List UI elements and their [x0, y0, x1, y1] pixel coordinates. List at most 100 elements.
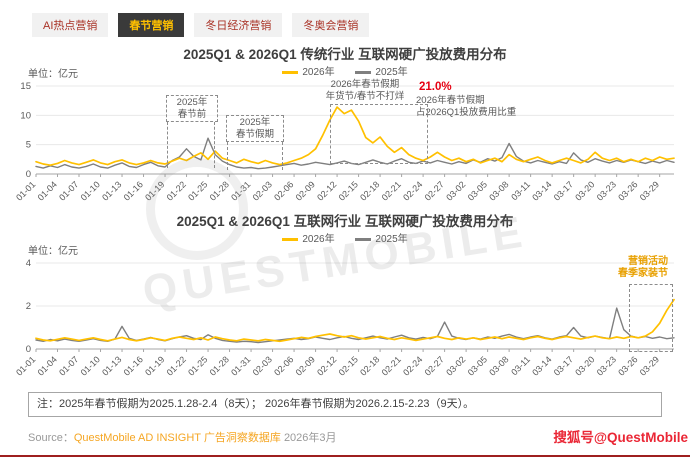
source-line: Source：QuestMobile AD INSIGHT 广告洞察数据库 20… [28, 429, 337, 445]
topic-tab-bar: AI热点营销 春节营销 冬日经济营销 冬奥会营销 [32, 13, 370, 37]
svg-text:01-19: 01-19 [143, 179, 166, 202]
svg-text:03-02: 03-02 [444, 179, 467, 202]
legend-swatch-2025 [355, 238, 372, 241]
annotation-line: 营销活动 [628, 256, 668, 267]
svg-text:02-09: 02-09 [294, 354, 317, 377]
svg-text:01-28: 01-28 [208, 179, 231, 202]
svg-text:03-20: 03-20 [573, 179, 596, 202]
svg-text:03-08: 03-08 [487, 354, 510, 377]
svg-text:03-05: 03-05 [466, 354, 489, 377]
svg-text:01-04: 01-04 [36, 179, 59, 202]
cny-ratio-caption: 2026年春节假期 占2026Q1投放费用比重 [416, 95, 532, 118]
svg-text:01-10: 01-10 [79, 179, 102, 202]
svg-text:02-03: 02-03 [251, 354, 274, 377]
svg-text:03-11: 03-11 [509, 354, 532, 377]
svg-text:02-15: 02-15 [337, 179, 360, 202]
svg-text:01-07: 01-07 [57, 179, 80, 202]
tab-ai-hotspot-marketing[interactable]: AI热点营销 [32, 13, 109, 37]
chart2-unit-label: 单位：亿元 [28, 246, 78, 257]
tab-spring-festival-marketing[interactable]: 春节营销 [118, 13, 185, 37]
svg-text:01-10: 01-10 [79, 354, 102, 377]
svg-text:03-20: 03-20 [573, 354, 596, 377]
chart2-legend: 2026年 2025年 [0, 230, 690, 245]
chart1-legend: 2026年 2025年 [0, 63, 690, 78]
annotation-guide-line [282, 142, 283, 170]
svg-text:10: 10 [20, 110, 31, 121]
svg-text:03-08: 03-08 [487, 179, 510, 202]
annotation-2026-cny-holiday: 2026年春节假期 年货节/春节不打烊 [305, 79, 425, 102]
legend-item-2025: 2025年 [355, 67, 408, 78]
svg-text:4: 4 [26, 258, 31, 269]
legend-label-2025: 2025年 [375, 67, 408, 78]
svg-text:03-29: 03-29 [638, 179, 661, 202]
annotation-line: 2026年春节假期 [416, 95, 485, 106]
svg-text:01-22: 01-22 [165, 179, 188, 202]
svg-text:15: 15 [20, 81, 31, 92]
annotation-line: 2025年 [176, 97, 208, 108]
annotation-peak-box [330, 104, 428, 164]
svg-text:03-17: 03-17 [552, 354, 575, 377]
internet-industry-line-chart: 02401-0101-0401-0701-1001-1301-1601-1901… [14, 258, 675, 378]
svg-text:01-31: 01-31 [229, 354, 252, 377]
svg-text:03-05: 03-05 [466, 179, 489, 202]
svg-text:03-02: 03-02 [444, 354, 467, 377]
svg-text:02-24: 02-24 [401, 354, 424, 377]
svg-text:01-25: 01-25 [186, 179, 209, 202]
traditional-industry-line-chart: 0 5 10 15 01-0101-0401-0701-1001-1301-1601-1… [14, 81, 675, 203]
svg-text:01-04: 01-04 [36, 354, 59, 377]
svg-text:01-19: 01-19 [143, 354, 166, 377]
svg-text:0: 0 [26, 169, 31, 180]
legend-label-2026: 2026年 [302, 234, 335, 245]
svg-text:02-27: 02-27 [423, 179, 446, 202]
svg-text:01-13: 01-13 [100, 179, 123, 202]
annotation-spring-home-campaign: 营销活动 春季家装节 [592, 256, 668, 280]
legend-item-2026: 2026年 [282, 234, 337, 245]
svg-text:02-24: 02-24 [401, 179, 424, 202]
annotation-line: 春季家装节 [618, 268, 668, 279]
account-watermark: 搜狐号@QuestMobile [553, 430, 688, 445]
svg-text:03-17: 03-17 [552, 179, 575, 202]
svg-text:02-18: 02-18 [358, 354, 381, 377]
annotation-2025-cny-holiday: 2025年 春节假期 [226, 115, 284, 142]
holiday-note: 注：2025年春节假期为2025.1.28-2.4（8天）； 2026年春节假期… [28, 392, 662, 417]
annotation-2025-pre-cny: 2025年 春节前 [166, 95, 218, 122]
svg-text:01-16: 01-16 [122, 354, 145, 377]
svg-text:03-23: 03-23 [595, 354, 618, 377]
svg-text:02-06: 02-06 [272, 354, 295, 377]
annotation-line: 春节假期 [235, 128, 274, 140]
svg-text:02-12: 02-12 [315, 354, 338, 377]
svg-text:02-06: 02-06 [272, 179, 295, 202]
svg-text:01-31: 01-31 [229, 179, 252, 202]
annotation-guide-line [214, 122, 215, 168]
legend-label-2025: 2025年 [375, 234, 408, 245]
tab-winter-economy-marketing[interactable]: 冬日经济营销 [194, 13, 283, 37]
legend-swatch-2026 [282, 238, 299, 241]
svg-text:02-15: 02-15 [337, 354, 360, 377]
chart1-unit-label: 单位：亿元 [28, 69, 78, 80]
svg-text:01-16: 01-16 [122, 179, 145, 202]
legend-item-2026: 2026年 [282, 67, 337, 78]
legend-swatch-2026 [282, 71, 299, 74]
annotation-campaign-box [629, 284, 673, 352]
svg-text:02-12: 02-12 [315, 179, 338, 202]
svg-text:02-18: 02-18 [358, 179, 381, 202]
annotation-guide-line [167, 122, 168, 168]
tab-winter-olympics-marketing[interactable]: 冬奥会营销 [292, 13, 370, 37]
svg-text:2: 2 [26, 301, 31, 312]
svg-text:03-14: 03-14 [530, 354, 553, 377]
svg-text:01-13: 01-13 [100, 354, 123, 377]
svg-text:03-29: 03-29 [638, 354, 661, 377]
svg-text:03-26: 03-26 [616, 354, 639, 377]
svg-text:03-11: 03-11 [509, 179, 532, 202]
source-product: QuestMobile AD INSIGHT 广告洞察数据库 [73, 432, 281, 444]
svg-text:02-27: 02-27 [423, 354, 446, 377]
bottom-accent-bar [0, 455, 690, 457]
source-prefix: Source： [28, 432, 74, 444]
svg-text:03-26: 03-26 [616, 179, 639, 202]
svg-text:02-03: 02-03 [251, 179, 274, 202]
svg-text:01-25: 01-25 [186, 354, 209, 377]
svg-text:02-21: 02-21 [380, 354, 403, 377]
chart2-title: 2025Q1 & 2026Q1 互联网行业 互联网硬广投放费用分布 [176, 214, 514, 229]
legend-label-2026: 2026年 [302, 67, 335, 78]
